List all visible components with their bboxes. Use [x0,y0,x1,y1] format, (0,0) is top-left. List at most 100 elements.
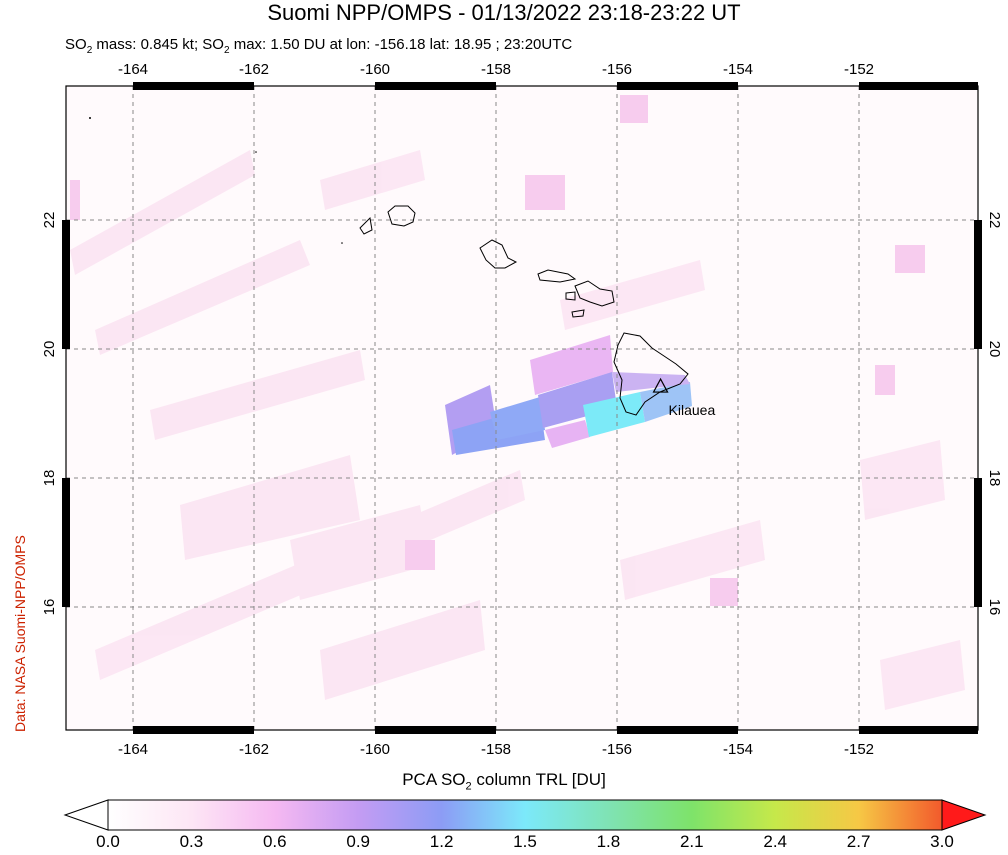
island-oahu [479,239,518,269]
colorbar-tick-label: 2.7 [846,832,871,851]
so2-swath [860,440,945,520]
graticule [66,86,978,730]
summary-part: SO [65,36,87,53]
tick-labels: -164 -164 -162 -162 -160 -160 -158 -158 -156 -156… [41,61,1003,758]
plume-cell [530,335,613,395]
colorbar-title-part: PCA SO [402,770,466,789]
summary-sub: 2 [223,45,230,56]
islet-dot [341,242,343,244]
lon-tick-label-bottom: -154 [723,741,753,758]
lat-tick-label-left: 18 [41,470,58,487]
summary-part: mass: 0.845 kt; SO [92,36,224,53]
lat-tick-label-left: 20 [41,341,58,358]
lon-tick-label-bottom: -156 [602,741,632,758]
so2-swath [880,640,965,710]
lon-tick-label-bottom: -164 [118,741,148,758]
so2-swaths [70,150,965,710]
frame-bar [859,726,978,734]
so2-swath [70,150,255,275]
lon-tick-label-top: -152 [844,61,874,78]
colorbar-tick-label: 3.0 [930,832,954,851]
colorbar-tick-label: 2.4 [763,832,787,851]
so2-swath [95,240,310,355]
frame-bar [62,478,70,607]
colorbar-tick-label: 1.2 [429,832,454,851]
island-hawaii [613,332,689,416]
lat-tick-label-right: 22 [986,212,1003,229]
so2-swath [150,350,365,440]
frame-bar [974,220,982,349]
colorbar-tick-label: 0.6 [262,832,287,851]
colorbar-max-arrow [941,799,987,831]
lon-tick-label-top: -156 [602,61,632,78]
so2-swath [560,260,705,330]
map-panel: Kilauea -164 -164 -162 -162 -160 -160 -158 -158… [41,61,1003,758]
frame-bar [974,478,982,607]
so2-plume [445,335,692,455]
colorbar-tick-label: 0.9 [346,832,370,851]
island-kahoolawe [571,309,585,318]
so2-swath [180,455,360,560]
colorbar [63,799,987,831]
lat-tick-label-right: 20 [986,341,1003,358]
frame-bar [62,220,70,349]
colorbar-tick-label: 0.3 [179,832,204,851]
colorbar-title-sub: 2 [465,780,472,793]
colorbar-gradient [107,799,943,831]
island-niihau [359,216,373,235]
so2-swath [620,520,765,600]
plume-cell [583,392,645,437]
so2-pixel [525,175,565,210]
plume-cell [612,372,690,392]
lon-tick-label-bottom: -160 [360,741,390,758]
colorbar-tick-label: 0.0 [96,832,120,851]
lon-tick-label-top: -160 [360,61,390,78]
plume-cell [545,420,590,448]
lat-tick-label-right: 16 [986,599,1003,616]
island-kauai [387,205,416,227]
so2-pixel [70,180,80,220]
lat-tick-label-left: 16 [41,599,58,616]
so2-swath [320,150,425,210]
colorbar-tick-label: 1.5 [513,832,537,851]
summary-sub: 2 [86,45,93,56]
colorbar-tick-label: 1.8 [596,832,621,851]
frame-bar [859,82,978,90]
frame-bars [62,82,982,734]
hawaiian-islands [359,205,689,416]
islet-dot [255,151,257,153]
so2-swath [95,470,525,680]
volcano-label: Kilauea [669,402,716,418]
colorbar-tick-label: 2.1 [679,832,704,851]
lon-tick-label-top: -162 [239,61,269,78]
map-frame [65,85,979,731]
frame-bar [375,726,496,734]
so2-pixel [875,365,895,395]
lon-tick-label-bottom: -152 [844,741,874,758]
islet-dot [89,117,91,119]
so2-pixel [405,540,435,570]
frame-bar [133,82,254,90]
map-title: Suomi NPP/OMPS - 01/13/2022 23:18-23:22 … [267,0,741,25]
lon-tick-label-top: -154 [723,61,753,78]
frame-bar [617,82,738,90]
so2-pixels [70,95,925,606]
summary-part: max: 1.50 DU at lon: -156.18 lat: 18.95 … [229,36,573,53]
colorbar-title: PCA SO2 column TRL [DU] [0,770,1008,792]
lon-tick-label-top: -158 [481,61,511,78]
lon-tick-label-bottom: -162 [239,741,269,758]
lat-tick-label-right: 18 [986,470,1003,487]
lat-tick-label-left: 22 [41,212,58,229]
colorbar-title-part: column TRL [DU] [471,770,606,789]
lon-tick-label-top: -164 [118,61,148,78]
colorbar-min-arrow [63,799,109,831]
frame-bar [133,726,254,734]
so2-pixel [620,95,648,123]
island-maui [574,280,615,307]
island-lanai [565,291,576,301]
so2-pixel [895,245,925,273]
plume-cell [490,397,545,440]
island-molokai [537,269,577,283]
frame-bar [375,82,496,90]
lon-tick-label-bottom: -158 [481,741,511,758]
